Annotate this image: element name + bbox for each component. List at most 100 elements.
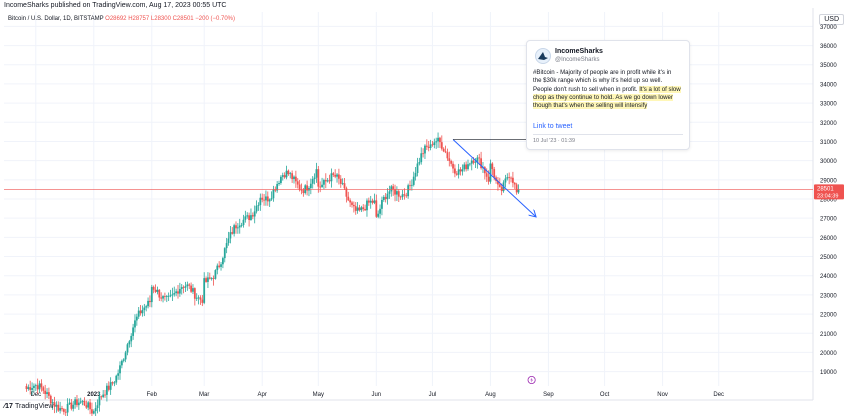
candle-body <box>489 163 492 182</box>
candle-body <box>463 164 466 170</box>
open-value: O28692 <box>105 16 127 22</box>
candle-body <box>165 295 168 297</box>
candle-body <box>330 173 333 182</box>
candle-body <box>326 180 329 182</box>
candle-body <box>278 183 280 185</box>
last-price-countdown: 23:04:39 <box>817 193 838 199</box>
candle-body <box>214 270 217 279</box>
candle-body <box>109 382 112 390</box>
candle-body <box>227 238 230 244</box>
candle-body <box>323 180 325 185</box>
candle-body <box>315 169 318 178</box>
candle-body <box>280 176 282 184</box>
candle-body <box>62 409 65 412</box>
published-info: IncomeSharks published on TradingView.co… <box>4 2 227 9</box>
x-tick-label: Aug <box>485 392 496 398</box>
candle-body <box>160 297 163 299</box>
candle-body <box>81 400 84 402</box>
candle-body <box>130 335 133 342</box>
candle-body <box>491 163 494 170</box>
candle-body <box>321 184 323 188</box>
y-tick-label: 29000 <box>820 178 837 184</box>
candle-body <box>171 294 174 296</box>
candle-body <box>96 405 99 409</box>
candle-body <box>362 207 365 210</box>
candle-body <box>235 225 237 229</box>
candle-body <box>76 399 78 406</box>
candle-body <box>360 207 363 211</box>
candle-body <box>375 200 378 217</box>
candle-body <box>94 408 97 412</box>
candle-body <box>351 202 353 205</box>
candle-body <box>431 144 434 146</box>
x-tick-label: Jun <box>371 392 381 398</box>
x-tick-label: Jul <box>429 392 437 398</box>
candle-body <box>410 184 413 186</box>
symbol-info: Bitcoin / U.S. Dollar, 1D, BITSTAMP O286… <box>8 16 235 22</box>
candle-body <box>334 174 337 177</box>
candle-body <box>27 387 30 389</box>
candle-body <box>107 385 110 390</box>
candle-body <box>422 153 424 155</box>
candle-body <box>190 285 192 292</box>
candle-body <box>420 153 423 163</box>
candle-body <box>92 411 95 414</box>
candle-body <box>313 177 316 180</box>
candle-body <box>455 173 458 175</box>
candle-body <box>182 287 185 288</box>
candle-body <box>480 158 482 169</box>
tweet-text: #Bitcoin - Majority of people are in pro… <box>533 69 681 110</box>
candle-body <box>203 278 206 303</box>
candle-body <box>42 387 45 391</box>
candle-body <box>167 295 170 297</box>
candle-body <box>401 194 404 198</box>
candle-body <box>149 300 151 303</box>
candle-body <box>89 402 91 410</box>
candle-body <box>450 161 453 164</box>
candle-body <box>328 180 331 182</box>
annotation-arrow[interactable] <box>452 139 535 217</box>
candle-body <box>152 286 155 290</box>
candle-body <box>461 169 464 172</box>
candle-body <box>135 316 138 321</box>
candle-body <box>180 287 183 289</box>
candle-body <box>272 189 275 199</box>
candle-body <box>283 175 286 178</box>
candle-body <box>429 144 432 148</box>
candle-body <box>36 385 39 390</box>
candle-body <box>188 284 191 286</box>
tweet-card: IncomeSharks @IncomeSharks #Bitcoin - Ma… <box>526 40 690 150</box>
candle-body <box>115 375 118 383</box>
lightning-icon-glyph <box>530 377 533 383</box>
candle-body <box>195 297 198 299</box>
candle-body <box>177 291 179 294</box>
tradingview-logo[interactable]: ⁄17 TradingView <box>4 403 54 410</box>
candle-body <box>173 293 176 295</box>
tradingview-logo-text: TradingView <box>14 403 54 410</box>
candle-body <box>498 184 501 187</box>
candle-body <box>192 288 194 292</box>
candle-body <box>276 184 279 191</box>
candle-body <box>158 289 161 298</box>
candle-body <box>70 402 73 409</box>
close-value: C28501 <box>172 16 194 22</box>
candle-body <box>504 178 507 183</box>
currency-button[interactable]: USD <box>819 14 844 25</box>
candle-body <box>38 383 41 390</box>
candle-body <box>223 248 226 259</box>
tweet-link[interactable]: Link to tweet <box>533 123 573 130</box>
candle-body <box>435 141 438 143</box>
candle-body <box>250 215 252 221</box>
candle-body <box>452 163 454 169</box>
candle-body <box>467 164 469 170</box>
candle-body <box>251 215 254 217</box>
candle-body <box>367 200 370 203</box>
candle-body <box>156 289 159 292</box>
candle-body <box>193 288 196 299</box>
candle-body <box>382 196 385 200</box>
candle-body <box>259 197 262 206</box>
last-price-label-bg <box>814 184 844 200</box>
candle-body <box>222 258 224 265</box>
candle-body <box>248 215 250 221</box>
